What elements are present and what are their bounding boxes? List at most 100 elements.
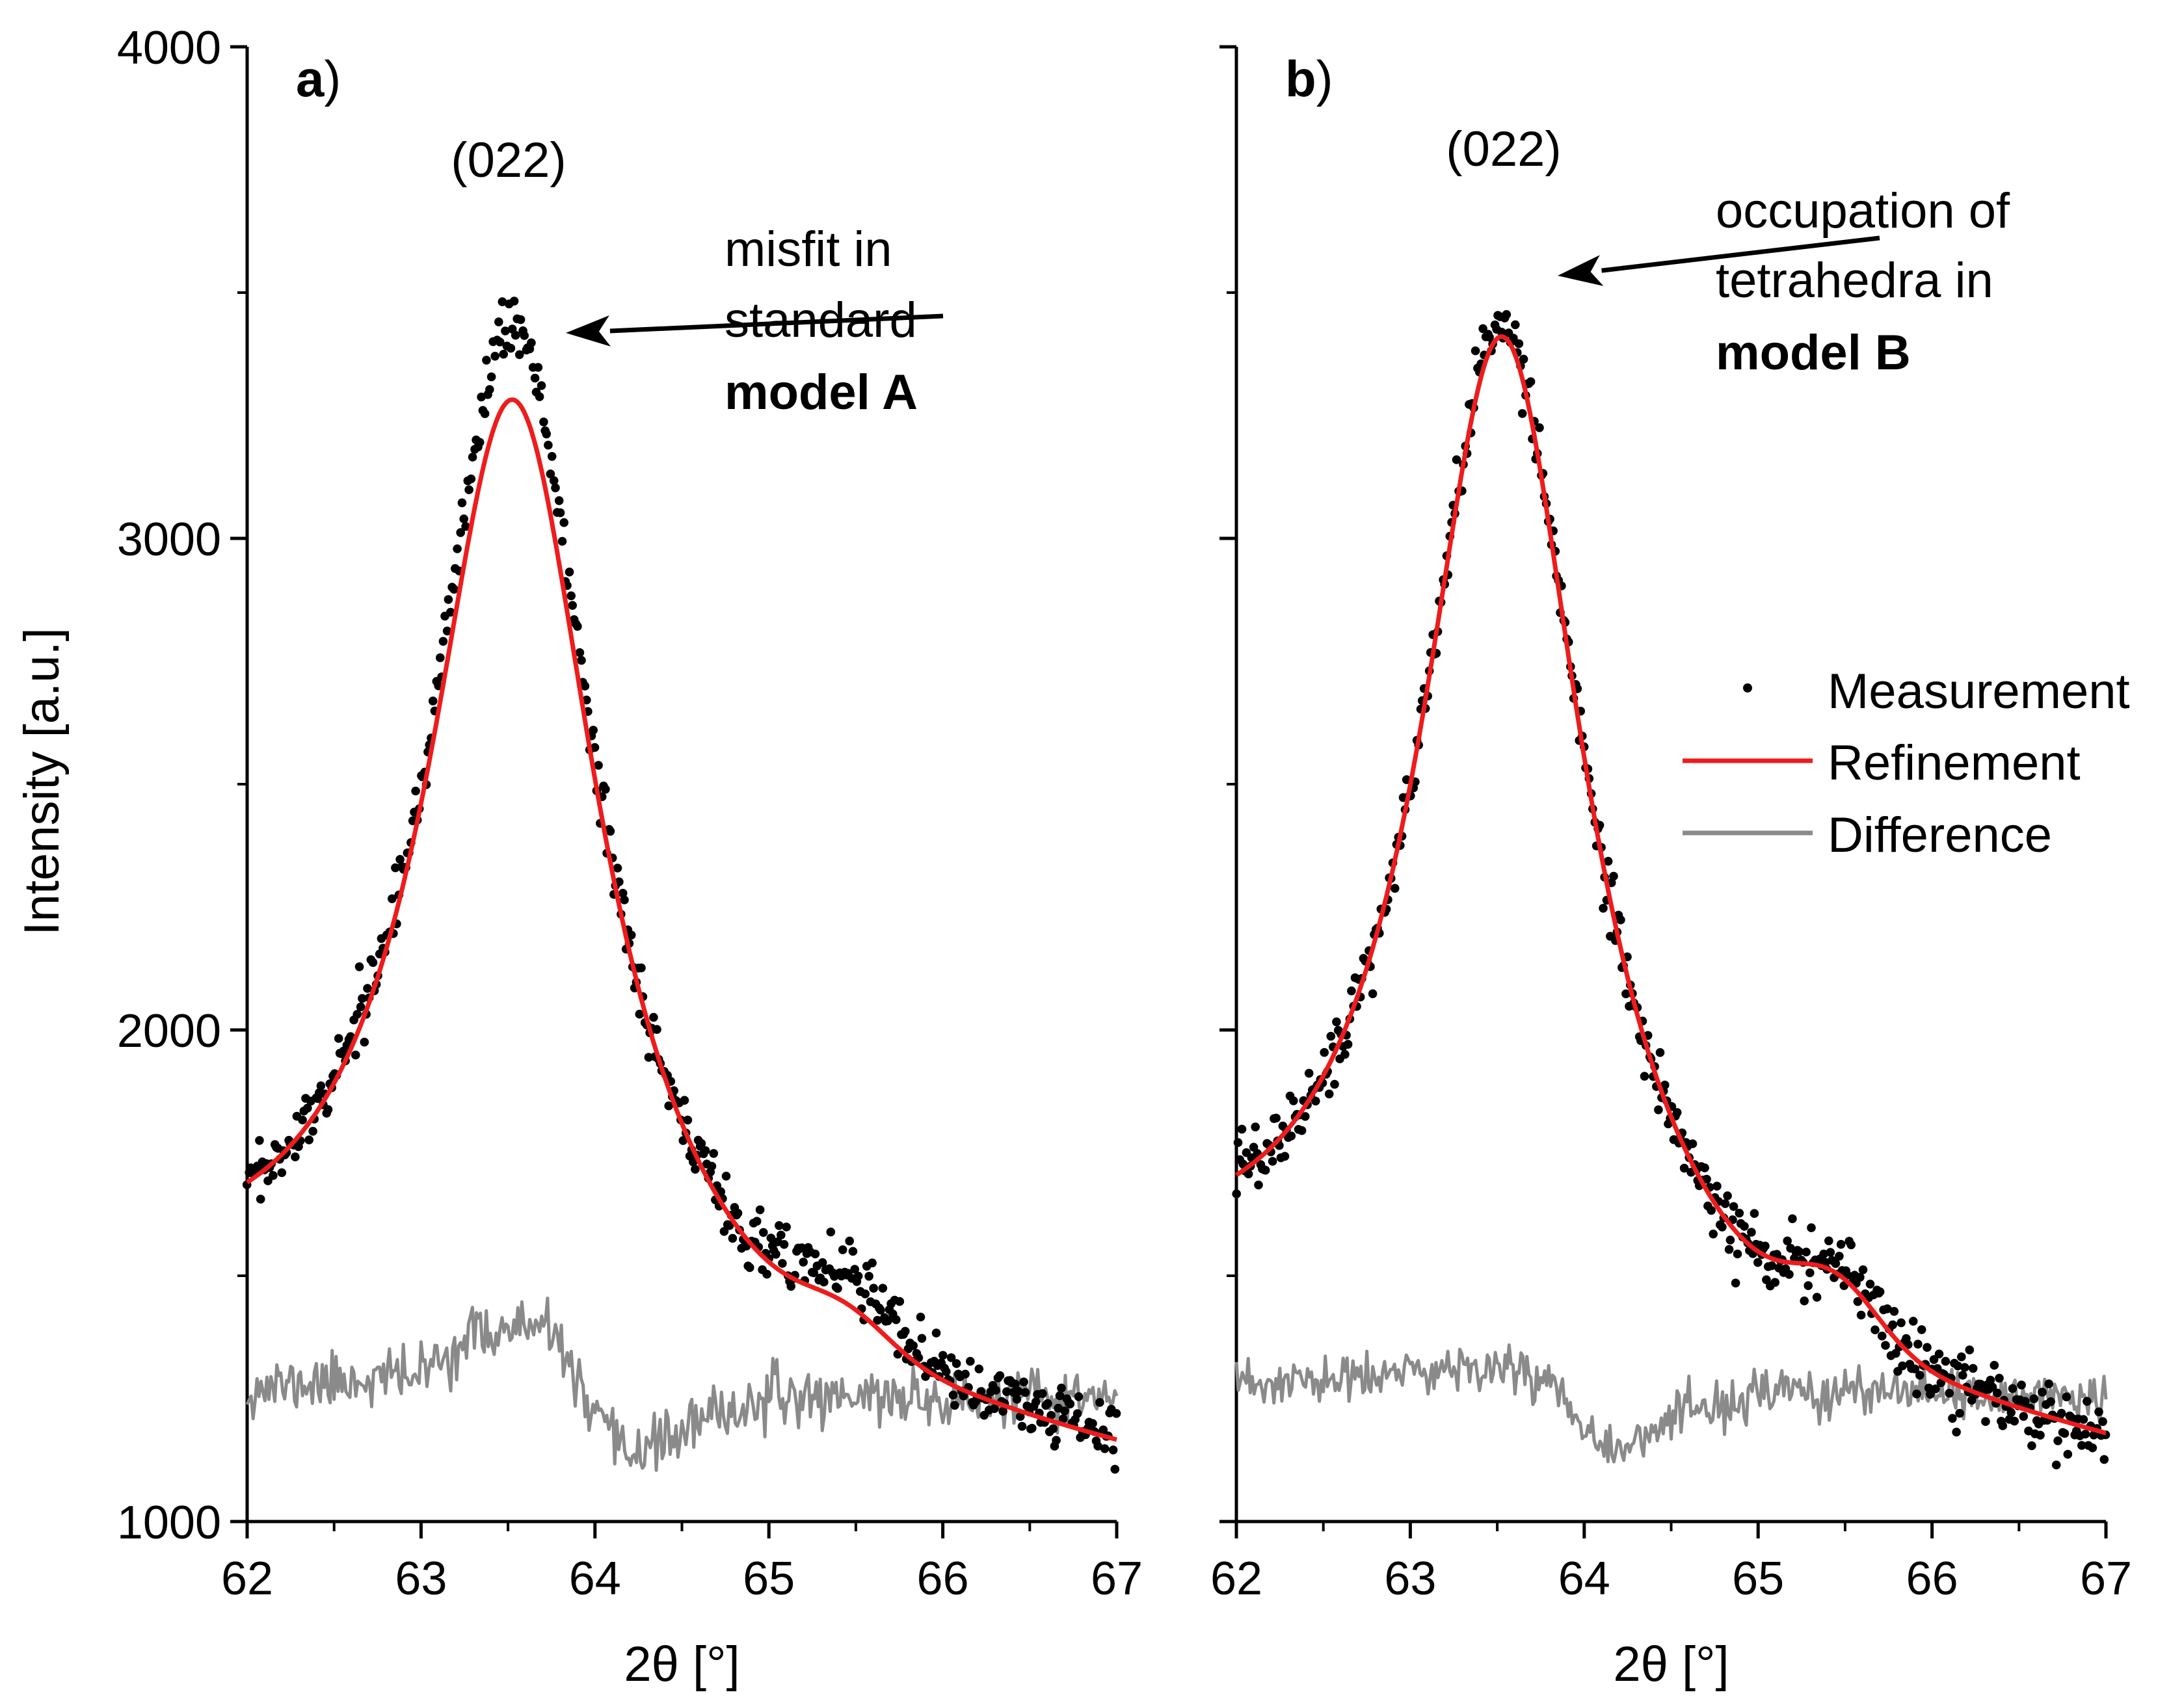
measurement-point [1057,1383,1066,1393]
x-tick-label: 66 [917,1553,969,1605]
measurement-point [354,962,364,971]
measurement-point [1836,1239,1846,1249]
measurement-point [527,338,536,347]
measurement-point [606,826,615,836]
measurement-point [613,864,622,873]
measurement-point [1526,377,1536,386]
measurement-point [2036,1431,2045,1440]
measurement-point [678,1136,688,1145]
measurement-point [1897,1318,1906,1328]
measurement-point [961,1369,970,1379]
measurement-point [1729,1202,1738,1211]
measurement-point [395,854,405,864]
measurement-point [990,1404,999,1414]
measurement-point [2019,1412,2029,1421]
measurement-point [876,1306,885,1315]
measurement-point [916,1312,926,1322]
measurement-point [1280,1152,1290,1161]
measurement-point [308,1127,317,1136]
measurement-point [1724,1245,1734,1254]
measurement-point [719,1227,729,1236]
measurement-point [1108,1445,1118,1455]
measurement-point [549,476,559,485]
measurement-point [573,622,582,631]
measurement-point [1865,1280,1875,1289]
measurement-point [728,1233,738,1243]
measurement-point [516,315,526,324]
measurement-point [1785,1270,1794,1279]
measurement-point [565,567,574,577]
measurement-point [1952,1427,1961,1437]
measurement-point [946,1353,956,1362]
measurement-point [1747,1228,1756,1237]
measurement-point [1761,1241,1770,1251]
measurement-point [1324,1089,1334,1099]
measurement-point [1301,1112,1310,1121]
measurement-point [2027,1441,2036,1451]
measurement-point [1112,1409,1121,1418]
measurement-point [601,785,610,794]
measurement-point [1993,1388,2002,1398]
legend-difference-label: Difference [1828,808,2052,863]
measurement-point [551,483,560,493]
measurement-point [1011,1379,1020,1389]
measurement-point [1702,1174,1711,1184]
measurement-point [554,496,564,505]
measurement-point [537,381,546,390]
measurement-point [683,1115,693,1125]
measurement-point [1856,1310,1866,1320]
measurement-point [1289,1096,1298,1105]
measurement-point [697,1139,706,1148]
measurement-point [1858,1265,1868,1274]
measurement-point [485,385,494,394]
legend-measurement-marker [1743,683,1752,692]
measurement-point [1616,915,1625,925]
measurement-point [845,1236,854,1246]
measurement-point [995,1371,1005,1380]
panel-b: 62 63 64 65 66 67 2θ [°] b) (022) occupation of te… [1210,45,2132,1692]
measurement-point [1753,1258,1763,1267]
measurement-point [1015,1412,1025,1421]
measurement-point [1712,1181,1722,1191]
measurement-point [1824,1236,1833,1246]
measurement-point [2079,1415,2088,1424]
measurement-point [868,1258,877,1268]
measurement-point [291,1152,300,1161]
x-tick-label: 64 [1558,1553,1610,1605]
measurement-point [799,1258,808,1267]
measurement-point [363,984,372,993]
measurement-point [1912,1390,1921,1399]
measurement-point [1272,1113,1281,1123]
measurement-point [725,1221,734,1230]
measurement-point [1058,1414,1068,1423]
measurement-point [1986,1375,1995,1385]
x-tick-label: 62 [1210,1553,1262,1605]
measurement-point [1877,1331,1887,1341]
measurement-point [1923,1343,1932,1352]
measurement-point [1052,1436,1061,1445]
annotation-line: tetrahedra in [1716,253,1993,308]
measurement-point [1831,1259,1841,1268]
measurement-point [1088,1419,1097,1428]
x-axis-label: 2θ [°] [624,1637,739,1692]
measurement-point [1908,1317,1918,1326]
measurement-point [809,1268,819,1278]
panel-label: a) [296,50,341,107]
measurement-point [1910,1364,1920,1374]
measurement-point [1320,1048,1329,1057]
measurement-point [1941,1356,1951,1366]
measurement-point [1254,1180,1263,1190]
measurement-point [1968,1364,1978,1373]
measurement-point [1948,1414,1957,1423]
measurement-point [2046,1397,2055,1406]
measurement-point [1881,1341,1890,1350]
measurement-point [1535,423,1544,432]
measurement-point [255,1136,264,1145]
measurement-point [509,297,519,306]
measurement-point [1802,1247,1811,1257]
measurement-point [620,895,629,904]
y-axis-label: Intensity [a.u.] [14,627,70,935]
measurement-point [709,1149,719,1158]
measurement-point [277,1168,287,1178]
measurement-point [1720,1199,1730,1208]
